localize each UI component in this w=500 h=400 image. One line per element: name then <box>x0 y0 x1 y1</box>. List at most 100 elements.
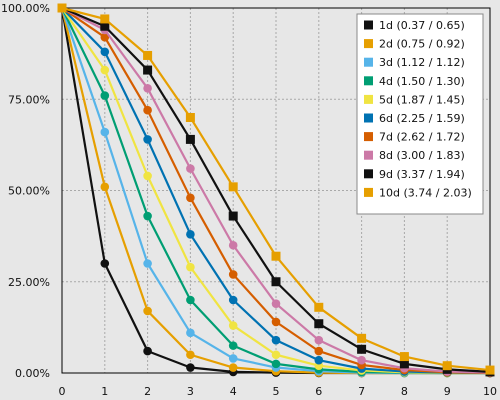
legend-label: 6d (2.25 / 1.59) <box>379 112 465 125</box>
data-point <box>143 65 153 75</box>
y-tick-label: 50.00% <box>8 185 50 198</box>
data-point <box>314 346 324 356</box>
data-point <box>271 251 281 261</box>
series-group <box>57 3 495 378</box>
data-point <box>143 105 152 115</box>
data-point <box>100 182 110 192</box>
legend-swatch <box>364 39 373 49</box>
legend-label: 7d (2.62 / 1.72) <box>379 131 465 144</box>
data-point <box>100 65 110 75</box>
legend-swatch <box>364 187 373 197</box>
data-point <box>271 277 281 287</box>
data-point <box>228 240 238 250</box>
data-point <box>314 355 324 365</box>
legend-label: 9d (3.37 / 1.94) <box>379 168 465 181</box>
data-point <box>143 50 153 60</box>
data-point <box>357 344 367 354</box>
data-point <box>228 321 238 330</box>
x-tick-label: 7 <box>358 385 365 398</box>
data-point <box>186 262 195 272</box>
legend-swatch <box>364 113 373 123</box>
data-point <box>271 359 281 369</box>
data-point <box>228 341 238 350</box>
legend-label: 2d (0.75 / 0.92) <box>379 38 465 51</box>
data-point <box>399 352 409 362</box>
x-tick-label: 3 <box>187 385 194 398</box>
data-point <box>186 350 195 360</box>
data-point <box>442 361 452 371</box>
data-point <box>143 171 152 181</box>
data-point <box>143 84 152 93</box>
data-point <box>100 32 110 42</box>
legend: 1d (0.37 / 0.65) 2d (0.75 / 0.92) 3d (1.12… <box>356 13 484 215</box>
legend-swatch <box>364 76 373 86</box>
legend-box <box>356 13 484 215</box>
data-point <box>186 328 195 338</box>
data-point <box>228 270 238 279</box>
data-point <box>185 134 195 144</box>
data-point <box>57 3 67 13</box>
x-tick-label: 10 <box>483 385 497 398</box>
legend-swatch <box>364 132 373 142</box>
data-point <box>100 47 110 57</box>
data-point <box>314 319 324 329</box>
data-point <box>186 295 195 305</box>
data-point <box>143 211 152 221</box>
data-point <box>186 164 195 173</box>
x-tick-label: 2 <box>144 385 151 398</box>
legend-swatch <box>364 169 373 179</box>
data-point <box>186 230 195 239</box>
data-point <box>186 363 195 372</box>
legend-label: 5d (1.87 / 1.45) <box>379 93 465 106</box>
data-point <box>143 346 152 356</box>
data-point <box>100 21 110 31</box>
data-point <box>228 182 238 192</box>
data-point <box>314 302 324 312</box>
data-point <box>271 335 281 345</box>
legend-label: 8d (3.00 / 1.83) <box>379 149 465 162</box>
x-tick-label: 8 <box>401 385 408 398</box>
legend-label: 1d (0.37 / 0.65) <box>379 19 465 32</box>
data-point <box>357 355 366 365</box>
legend-swatch <box>364 94 373 104</box>
series-10 <box>57 3 495 375</box>
legend-swatch <box>364 20 373 30</box>
x-tick-label: 5 <box>273 385 280 398</box>
y-tick-label: 75.00% <box>8 93 50 106</box>
data-point <box>143 306 152 316</box>
x-tick-label: 1 <box>101 385 108 398</box>
x-tick-label: 4 <box>230 385 237 398</box>
x-tick-label: 9 <box>444 385 451 398</box>
y-tick-label: 0.00% <box>15 367 50 380</box>
data-point <box>228 295 238 305</box>
legend-swatch <box>364 57 373 67</box>
data-point <box>185 113 195 122</box>
data-point <box>314 335 324 345</box>
data-point <box>271 317 281 327</box>
legend-label: 10d (3.74 / 2.03) <box>379 186 472 199</box>
data-point <box>143 259 152 268</box>
data-point <box>271 350 281 360</box>
data-point <box>228 354 238 363</box>
data-point <box>228 363 238 372</box>
data-point <box>485 365 495 375</box>
legend-label: 3d (1.12 / 1.12) <box>379 56 465 69</box>
x-tick-label: 6 <box>315 385 322 398</box>
data-point <box>100 91 110 100</box>
data-point <box>271 299 281 308</box>
legend-swatch <box>364 150 373 160</box>
legend-label: 4d (1.50 / 1.30) <box>379 75 465 88</box>
x-tick-label: 0 <box>59 385 66 398</box>
data-point <box>357 333 367 343</box>
data-point <box>143 135 152 144</box>
data-point <box>100 259 110 268</box>
y-tick-label: 25.00% <box>8 276 50 289</box>
data-point <box>100 127 110 137</box>
y-tick-label: 100.00% <box>1 2 50 15</box>
data-point <box>186 193 195 203</box>
data-point <box>399 359 409 369</box>
data-point <box>100 14 110 24</box>
data-point <box>228 211 238 221</box>
